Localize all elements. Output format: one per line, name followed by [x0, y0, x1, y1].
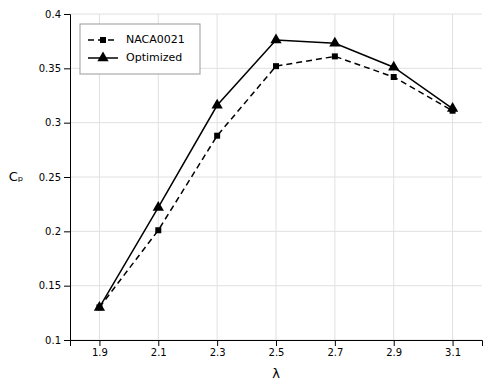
legend-box [80, 24, 200, 74]
tick: 2.1 [151, 340, 167, 358]
tick-label: 2.7 [327, 347, 343, 358]
tick-mark [64, 68, 70, 69]
grid-line [70, 285, 482, 286]
tick-mark [394, 340, 395, 346]
tick: 0.4 [45, 9, 70, 20]
tick-mark [335, 340, 336, 346]
y-axis-label: Cₚ [9, 169, 24, 184]
tick: 0.2 [45, 226, 70, 237]
axis-line [64, 15, 71, 341]
tick: 2.9 [386, 340, 402, 358]
marker [388, 61, 399, 71]
axis-line [71, 341, 483, 347]
marker [212, 99, 223, 109]
tick-label: 2.3 [210, 347, 226, 358]
tick: 3.1 [445, 340, 461, 358]
series-group [94, 34, 458, 311]
grid-line [70, 177, 482, 178]
legend-marker [100, 37, 106, 43]
tick-label: 0.2 [45, 226, 61, 237]
tick-label: 0.4 [45, 9, 61, 20]
chart: 1.92.12.32.52.72.93.10.10.150.20.250.30.… [0, 0, 500, 388]
grid-line [70, 231, 482, 232]
tick-label: 0.25 [39, 172, 61, 183]
y-axis: 0.1 0.15 0.2 0.25 0.3 0.35 0.4 [39, 9, 71, 346]
tick: 1.9 [92, 340, 108, 358]
tick: 0.1 [45, 335, 70, 346]
marker [332, 53, 338, 59]
tick-label: 1.9 [92, 347, 108, 358]
legend: NACA0021 Optimized [80, 24, 200, 74]
marker [329, 37, 340, 47]
marker [270, 34, 281, 44]
marker [155, 227, 161, 233]
grid-line [70, 14, 482, 15]
marker [273, 63, 279, 69]
legend-marker [97, 51, 108, 61]
tick: 0.15 [39, 280, 70, 291]
tick-mark [64, 286, 70, 287]
tick: 2.5 [269, 340, 285, 358]
grid [70, 14, 482, 340]
x-axis: 1.9 2.1 2.3 2.5 2.7 2.9 3.1 [71, 340, 483, 358]
tick-label: 2.5 [269, 347, 285, 358]
tick: 0.35 [39, 63, 70, 74]
series-line [99, 40, 452, 307]
legend-item: NACA0021 [88, 33, 185, 46]
legend-label: Optimized [126, 51, 182, 64]
marker [94, 301, 105, 311]
x-axis-label: λ [272, 366, 280, 381]
tick: 0.25 [39, 172, 70, 183]
tick-mark [99, 340, 100, 346]
tick-label: 0.15 [39, 280, 61, 291]
tick: 2.7 [327, 340, 343, 358]
tick-label: 0.35 [39, 63, 61, 74]
tick-mark [158, 340, 159, 346]
grid-line [70, 122, 482, 123]
tick-mark [453, 340, 454, 346]
marker [214, 133, 220, 139]
tick-label: 0.3 [45, 117, 61, 128]
marker [391, 74, 397, 80]
tick: 0.3 [45, 117, 70, 128]
tick-label: 2.9 [386, 347, 402, 358]
marker [153, 201, 164, 211]
marker [447, 102, 458, 112]
tick-mark [217, 340, 218, 346]
tick-label: 2.1 [151, 347, 167, 358]
tick-mark [64, 123, 70, 124]
legend-item: Optimized [88, 51, 182, 64]
tick-mark [64, 177, 70, 178]
tick-mark [64, 231, 70, 232]
plot: 1.92.12.32.52.72.93.10.10.150.20.250.30.… [39, 9, 483, 358]
tick-label: 0.1 [45, 335, 61, 346]
tick: 2.3 [210, 340, 226, 358]
tick-mark [276, 340, 277, 346]
legend-label: NACA0021 [126, 33, 185, 46]
series-line [99, 56, 452, 307]
tick-mark [64, 14, 70, 15]
tick-mark [64, 340, 70, 341]
tick-label: 3.1 [445, 347, 461, 358]
